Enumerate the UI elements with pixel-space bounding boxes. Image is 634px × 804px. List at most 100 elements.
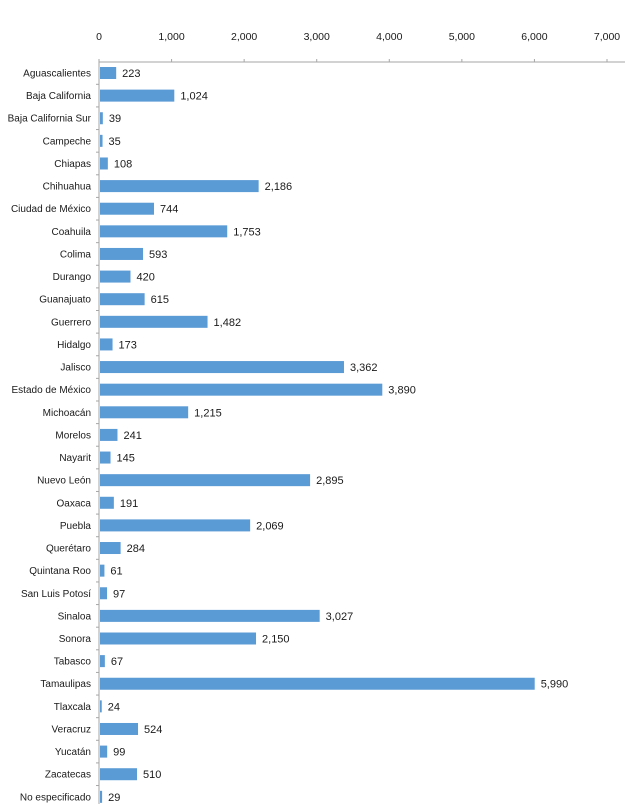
bar [100,293,145,306]
category-label: Querétaro [46,544,91,555]
bar [100,790,103,803]
category-label: Ciudad de México [11,204,91,215]
bar [100,655,105,668]
bar-value-label: 61 [110,566,122,578]
x-tick-label: 2,000 [231,31,257,43]
bar [100,157,108,170]
bar [100,587,108,600]
x-tick-label: 4,000 [376,31,402,43]
category-label: Jalisco [60,363,91,374]
bar-value-label: 1,482 [214,317,242,329]
category-label: Baja California Sur [8,114,92,125]
bar [100,361,344,374]
category-label: San Luis Potosí [21,589,91,600]
bar-value-label: 2,150 [262,634,290,646]
bar [100,112,103,125]
category-label: Nuevo León [37,476,91,487]
category-label: Tlaxcala [54,702,92,713]
x-tick-label: 0 [96,31,102,43]
bar-value-label: 99 [113,747,125,759]
bar [100,315,208,328]
bar-value-label: 108 [114,158,132,170]
bar [100,496,114,509]
x-tick-label: 6,000 [521,31,547,43]
bar [100,67,117,79]
bar-value-label: 145 [117,453,135,465]
bar-value-label: 173 [119,339,137,351]
bars [100,67,535,803]
bar [100,474,311,487]
bar [100,768,138,781]
bar-value-label: 5,990 [541,679,569,691]
category-label: Chihuahua [43,182,92,193]
bar-value-label: 1,753 [233,226,261,238]
bar [100,542,121,555]
bar [100,722,139,735]
bar [100,247,144,260]
category-label: Morelos [55,430,91,441]
category-label: Oaxaca [57,498,92,509]
category-label: Veracruz [52,724,91,735]
category-label: Tamaulipas [40,679,91,690]
bar [100,89,175,102]
category-labels: Aguascalientes Baja California Baja Califo… [8,69,99,803]
bar-value-label: 1,215 [194,407,222,419]
bar-value-label: 2,186 [265,181,293,193]
bar [100,338,113,351]
category-label: Zacatecas [45,770,91,781]
category-label: Aguascalientes [23,69,91,80]
bar-value-label: 1,024 [180,91,208,103]
bar-value-label: 223 [122,68,140,80]
category-label: Coahuila [52,227,92,238]
bar [100,609,320,622]
bar-value-label: 35 [109,136,121,148]
x-tick-label: 5,000 [449,31,475,43]
category-label: Durango [53,272,92,283]
bar [100,564,105,577]
x-tick-label: 1,000 [158,31,184,43]
bar-value-label: 97 [113,588,125,600]
category-label: Nayarit [59,453,91,464]
bar [100,180,259,193]
category-label: Puebla [60,521,92,532]
bar-value-label: 39 [109,113,121,125]
bar [100,428,118,441]
x-tick-label: 7,000 [594,31,620,43]
bar [100,383,383,396]
category-label: Sonora [59,634,92,645]
bar-value-label: 191 [120,498,138,510]
bar-value-label: 744 [160,204,178,216]
bar [100,134,103,147]
bar [100,406,189,419]
bar-value-label: 510 [143,769,161,781]
bar-value-label: 24 [108,701,120,713]
bar-value-label: 2,069 [256,520,284,532]
bar-value-label: 241 [123,430,141,442]
bar-value-label: 593 [149,249,167,261]
bar [100,677,535,690]
bar [100,632,257,645]
category-label: Sinaloa [58,611,92,622]
bar-value-label: 3,890 [388,385,416,397]
bar-value-label: 67 [111,656,123,668]
bar-value-label: 3,027 [326,611,354,623]
bar-value-label: 29 [108,792,120,804]
bar [100,700,102,713]
category-label: Campeche [43,136,92,147]
bar [100,225,228,238]
category-label: Quintana Roo [29,566,91,577]
bar [100,202,154,215]
x-axis-ticks: 0 1,000 2,000 3,000 4,000 5,000 6,000 7,000 [96,31,620,62]
bar [100,745,108,758]
category-label: Guanajuato [39,295,91,306]
category-label: Baja California [26,91,91,102]
category-label: Colima [60,249,92,260]
bar [100,519,251,532]
value-labels: 223 1,024 39 35 108 2,186 744 1,753 593 420 615 1,4… [108,68,568,804]
category-label: No especificado [20,792,92,803]
x-tick-label: 3,000 [304,31,330,43]
bar-value-label: 3,362 [350,362,378,374]
category-label: Hidalgo [57,340,91,351]
bar-value-label: 524 [144,724,162,736]
bar-value-label: 420 [136,272,154,284]
